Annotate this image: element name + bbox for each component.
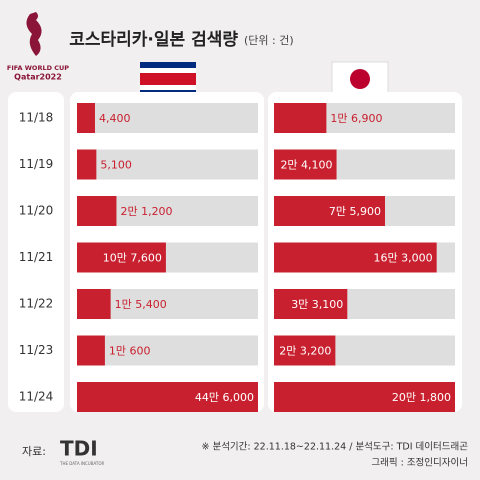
value-label: 4,400 — [99, 112, 131, 125]
bar — [77, 335, 105, 366]
bar — [77, 382, 258, 412]
bar — [274, 382, 455, 412]
value-label: 20만 1,800 — [392, 391, 451, 404]
credit: 그래픽 : 조정인디자이너 — [371, 458, 468, 469]
bar — [274, 242, 437, 273]
chart-subtitle: (단위 : 건) — [244, 34, 294, 47]
bar-track — [77, 335, 258, 366]
y-tick-label: 11/18 — [19, 111, 54, 125]
bar — [274, 335, 336, 366]
value-label: 44만 6,000 — [195, 391, 254, 404]
source-label: 자료: — [22, 445, 46, 458]
value-label: 5,100 — [100, 159, 132, 172]
y-tick-label: 11/23 — [19, 343, 54, 357]
y-tick-label: 11/22 — [19, 297, 54, 311]
value-label: 1만 5,400 — [115, 298, 167, 311]
bar — [274, 289, 348, 319]
bar-track — [77, 103, 258, 133]
flag-costa-rica — [140, 62, 196, 96]
bar-track — [77, 149, 258, 180]
footer: 자료: TDI THE DATA INCUBATOR ※ 분석기간: 22.11… — [22, 437, 468, 469]
brand-sub: THE DATA INCUBATOR — [59, 461, 104, 466]
date-panel — [8, 92, 64, 412]
bar — [77, 289, 111, 319]
value-label: 2만 3,200 — [279, 345, 331, 358]
bar — [77, 149, 97, 180]
value-label: 2만 1,200 — [120, 205, 172, 218]
y-tick-label: 11/24 — [19, 390, 54, 404]
y-tick-label: 11/19 — [19, 157, 54, 171]
bar — [274, 103, 327, 133]
value-label: 3만 3,100 — [291, 298, 343, 311]
note: ※ 분석기간: 22.11.18~22.11.24 / 분석도구: TDI 데이… — [201, 442, 468, 453]
logo-line1: FIFA WORLD CUP — [7, 64, 69, 72]
value-label: 7만 5,900 — [329, 205, 381, 218]
chart-title: 코스타리카·일본 검색량 — [69, 30, 238, 50]
value-label: 1만 600 — [109, 345, 151, 358]
bar — [77, 242, 166, 273]
logo-line2: Qatar2022 — [14, 73, 62, 82]
bar — [274, 196, 386, 226]
y-tick-label: 11/20 — [19, 204, 54, 218]
flag-japan — [331, 61, 389, 97]
value-label: 10만 7,600 — [103, 252, 162, 265]
bar — [77, 103, 95, 133]
bar — [77, 196, 117, 226]
bar — [274, 149, 337, 180]
logo-emblem — [26, 12, 42, 56]
value-label: 16만 3,000 — [374, 252, 433, 265]
y-tick-label: 11/21 — [19, 250, 54, 264]
logo: FIFA WORLD CUP Qatar2022 — [7, 12, 69, 82]
brand: TDI — [60, 437, 98, 461]
value-label: 1만 6,900 — [330, 112, 382, 125]
value-label: 2만 4,100 — [280, 159, 332, 172]
